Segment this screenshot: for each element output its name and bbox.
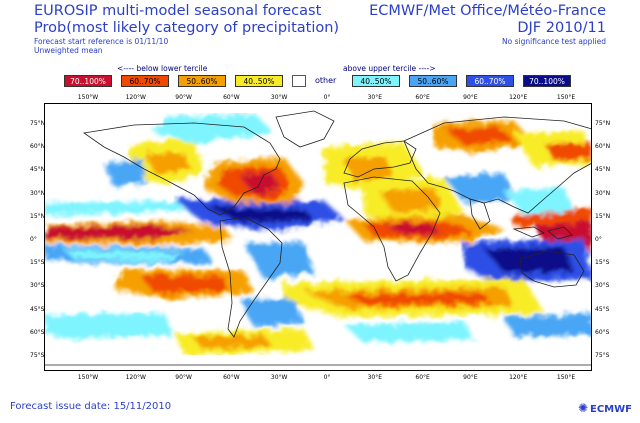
- legend-swatch-below-50: 50..60%: [178, 75, 226, 87]
- start-reference: Forecast start reference is 01/11/10: [34, 37, 169, 46]
- longitude-label: 150°E: [556, 374, 576, 381]
- legend-swatch-above-60: 60..70%: [466, 75, 514, 87]
- main-title: EUROSIP multi-model seasonal forecast: [34, 3, 322, 19]
- longitude-label: 120°E: [509, 94, 528, 101]
- season-title: DJF 2010/11: [517, 20, 606, 36]
- legend-swatch-above-50: 50..60%: [409, 75, 457, 87]
- legend-below-label: <---- below lower tercile: [117, 64, 208, 73]
- longitude-label: 150°W: [77, 94, 99, 101]
- legend-swatch-below-40: 40..50%: [235, 75, 283, 87]
- longitude-label: 120°W: [125, 94, 146, 101]
- longitude-label: 30°W: [270, 374, 288, 381]
- latitude-label: 60°S: [595, 328, 610, 336]
- latitude-label: 60°N: [30, 143, 46, 151]
- longitude-label: 30°E: [367, 374, 383, 381]
- latitude-label: 75°N: [595, 120, 611, 127]
- longitude-label: 90°W: [175, 374, 192, 381]
- map-border: [44, 103, 592, 371]
- map-svg: [44, 103, 593, 371]
- forecast-map: [44, 103, 593, 371]
- latitude-label: 30°S: [595, 282, 610, 290]
- latitude-label: 15°N: [30, 212, 46, 220]
- longitude-label: 120°E: [509, 374, 528, 381]
- longitude-label: 0°: [323, 374, 331, 381]
- legend-swatch-other: [292, 75, 306, 87]
- longitude-label: 90°W: [175, 94, 192, 101]
- longitude-label: 30°E: [367, 94, 383, 101]
- title-block-left: EUROSIP multi-model seasonal forecast Pr…: [34, 3, 339, 55]
- longitude-label: 150°W: [77, 374, 99, 381]
- forecast-issue-date: Forecast issue date: 15/11/2010: [10, 401, 172, 412]
- latitude-label: 15°S: [30, 259, 45, 267]
- latitude-label: 60°S: [30, 328, 45, 336]
- subtitle: Prob(most likely category of precipitati…: [34, 20, 340, 36]
- longitude-label: 90°E: [463, 374, 478, 381]
- latitude-label: 0°: [595, 236, 602, 243]
- longitude-label: 120°W: [125, 374, 146, 381]
- legend-above-label: above upper tercile ---->: [343, 64, 436, 73]
- latitude-label: 60°N: [595, 143, 611, 151]
- longitude-label: 90°E: [463, 94, 478, 101]
- latitude-label: 75°S: [30, 352, 45, 359]
- logo-text: ECMWF: [590, 404, 632, 415]
- longitude-label: 60°E: [415, 94, 430, 101]
- latitude-label: 75°N: [30, 120, 46, 127]
- coastlines: [44, 110, 593, 366]
- title-block-right: ECMWF/Met Office/Météo-France DJF 2010/1…: [369, 3, 606, 46]
- ecmwf-logo-icon: ✺: [577, 401, 589, 415]
- longitude-label: 0°: [323, 94, 331, 101]
- centres-title: ECMWF/Met Office/Météo-France: [369, 3, 606, 19]
- legend-swatch-below-70: 70..100%: [64, 75, 112, 87]
- longitude-label: 60°E: [415, 374, 430, 381]
- legend: 70..100% 60..70% 50..60% 40..50% 40..50%…: [0, 75, 640, 88]
- latitude-label: 30°N: [30, 189, 46, 197]
- probability-field: [44, 113, 592, 355]
- longitude-label: 60°W: [223, 374, 240, 381]
- longitude-label: 30°W: [270, 94, 288, 101]
- significance-note: No significance test applied: [502, 37, 606, 46]
- latitude-label: 45°N: [595, 166, 611, 174]
- latitude-label: 45°S: [595, 305, 610, 313]
- weighting-note: Unweighted mean: [34, 46, 103, 55]
- latitude-label: 30°N: [595, 189, 611, 197]
- legend-swatch-below-60: 60..70%: [121, 75, 169, 87]
- latitude-label: 0°: [30, 236, 37, 243]
- legend-other-label: other: [315, 76, 337, 85]
- latitude-label: 45°N: [30, 166, 46, 174]
- latitude-label: 45°S: [30, 305, 45, 313]
- ecmwf-logo: ✺ ECMWF: [578, 401, 632, 415]
- legend-headers: <---- below lower tercile above upper te…: [0, 64, 640, 74]
- latitude-label: 15°N: [595, 212, 611, 220]
- latitude-label: 15°S: [595, 259, 610, 267]
- latitude-label: 30°S: [30, 282, 45, 290]
- legend-swatch-above-40: 40..50%: [352, 75, 400, 87]
- latitude-label: 75°S: [595, 352, 610, 359]
- longitude-label: 60°W: [223, 94, 240, 101]
- longitude-label: 150°E: [556, 94, 576, 101]
- legend-swatch-above-70: 70..100%: [523, 75, 571, 87]
